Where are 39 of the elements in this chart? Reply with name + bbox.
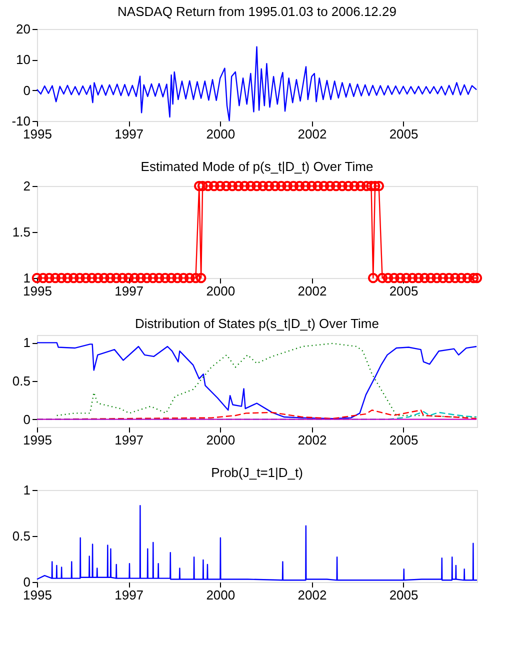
chart-title: Prob(J_t=1|D_t): [211, 465, 303, 480]
y-tick-label: 0: [23, 574, 30, 590]
y-tick-label: -10: [12, 114, 30, 128]
x-tick-label: 2000: [206, 588, 236, 602]
y-tick-label: 1: [23, 270, 30, 286]
y-tick-label: 1.5: [12, 224, 30, 240]
x-tick-label: 1997: [114, 284, 144, 298]
x-tick-label: 1995: [23, 588, 52, 602]
x-tick-label: 2002: [298, 588, 327, 602]
x-tick-label: 2002: [298, 284, 327, 298]
y-tick-label: 1: [23, 335, 30, 350]
chart-title: Estimated Mode of p(s_t|D_t) Over Time: [140, 158, 374, 174]
y-tick-label: 2: [23, 178, 30, 194]
x-tick-label: 2005: [389, 284, 418, 298]
y-tick-label: 10: [16, 52, 30, 68]
x-tick-label: 2005: [389, 588, 418, 602]
y-tick-label: 0.5: [12, 528, 30, 544]
chart-title: NASDAQ Return from 1995.01.03 to 2006.12.29: [118, 4, 396, 19]
x-tick-label: 2005: [389, 432, 418, 448]
y-tick-label: 0: [23, 412, 30, 427]
y-tick-label: 0: [23, 82, 30, 98]
x-tick-label: 2000: [206, 126, 236, 142]
x-tick-label: 1997: [114, 432, 144, 448]
y-tick-label: 0.5: [12, 374, 30, 388]
line-series: [36, 505, 478, 581]
chart-title: Distribution of States p(s_t|D_t) Over Time: [135, 316, 379, 331]
x-tick-label: 2000: [206, 432, 236, 448]
y-tick-label: 20: [16, 22, 30, 36]
x-tick-label: 2002: [298, 126, 327, 142]
x-tick-label: 1997: [114, 126, 144, 142]
x-tick-label: 1995: [23, 284, 52, 298]
x-tick-label: 1995: [23, 432, 52, 448]
x-tick-label: 1997: [114, 588, 144, 602]
line-series: [36, 46, 478, 122]
x-tick-label: 2002: [298, 432, 327, 448]
x-tick-label: 2000: [206, 284, 236, 298]
x-tick-label: 2005: [389, 126, 418, 142]
y-tick-label: 1: [23, 482, 30, 498]
x-tick-label: 1995: [23, 126, 52, 142]
